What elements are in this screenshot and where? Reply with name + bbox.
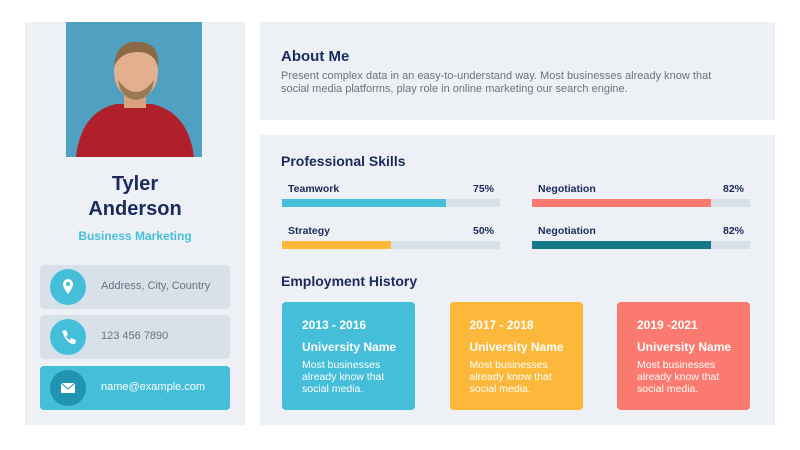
skill-name: Strategy xyxy=(288,225,331,237)
location-icon xyxy=(63,279,73,294)
icon-circle xyxy=(50,370,86,406)
skill-name: Teamwork xyxy=(288,183,340,195)
profile-name: Tyler Anderson xyxy=(88,173,182,220)
skill-name: Negotiation xyxy=(538,225,596,237)
employment-card: 2019 -2021 University Name Most businesses… xyxy=(617,302,750,410)
skills-title: Professional Skills xyxy=(281,153,406,169)
employment-title: Employment History xyxy=(281,273,418,289)
phone-icon xyxy=(62,330,76,345)
skill-value: 75% xyxy=(472,183,494,195)
card-text: Most businesses already know that social… xyxy=(302,359,385,395)
card-text: Most businesses already know that social… xyxy=(637,359,720,395)
about-title: About Me xyxy=(281,48,350,65)
skill-value: 82% xyxy=(722,225,744,237)
skill-track xyxy=(282,199,500,207)
skill-name: Negotiation xyxy=(538,183,596,195)
icon-circle xyxy=(50,319,86,355)
about-panel xyxy=(260,22,775,120)
skill-value: 50% xyxy=(472,225,494,237)
card-text: Most businesses already know that social… xyxy=(469,359,552,395)
profile-role: Business Marketing xyxy=(78,229,192,243)
profile-photo xyxy=(66,22,202,157)
contact-address: Address, City, Country xyxy=(40,265,230,309)
about-text: Present complex data in an easy-to-under… xyxy=(281,70,712,95)
card-years: 2013 - 2016 xyxy=(302,318,367,332)
skill-value: 82% xyxy=(722,183,744,195)
skill-bar xyxy=(282,241,391,249)
card-years: 2017 - 2018 xyxy=(469,318,534,332)
contact-text: 123 456 7890 xyxy=(101,330,169,342)
card-title: University Name xyxy=(302,340,397,354)
card-title: University Name xyxy=(469,340,564,354)
contact-phone: 123 456 7890 xyxy=(40,315,230,359)
contact-text: name@example.com xyxy=(101,381,206,393)
skill-bar xyxy=(532,241,711,249)
contact-email: name@example.com xyxy=(40,366,230,410)
employment-card: 2017 - 2018 University Name Most businesse… xyxy=(449,302,583,410)
skill-track xyxy=(532,241,750,249)
skill-track xyxy=(282,241,500,249)
skill-bar xyxy=(282,199,446,207)
card-title: University Name xyxy=(637,340,732,354)
mail-icon xyxy=(60,382,76,393)
contact-text: Address, City, Country xyxy=(101,280,211,292)
skill-track xyxy=(532,199,750,207)
icon-circle xyxy=(50,269,86,305)
skill-bar xyxy=(532,199,711,207)
card-years: 2019 -2021 xyxy=(637,318,698,332)
employment-card: 2013 - 2016 University Name Most businesse… xyxy=(282,302,415,410)
